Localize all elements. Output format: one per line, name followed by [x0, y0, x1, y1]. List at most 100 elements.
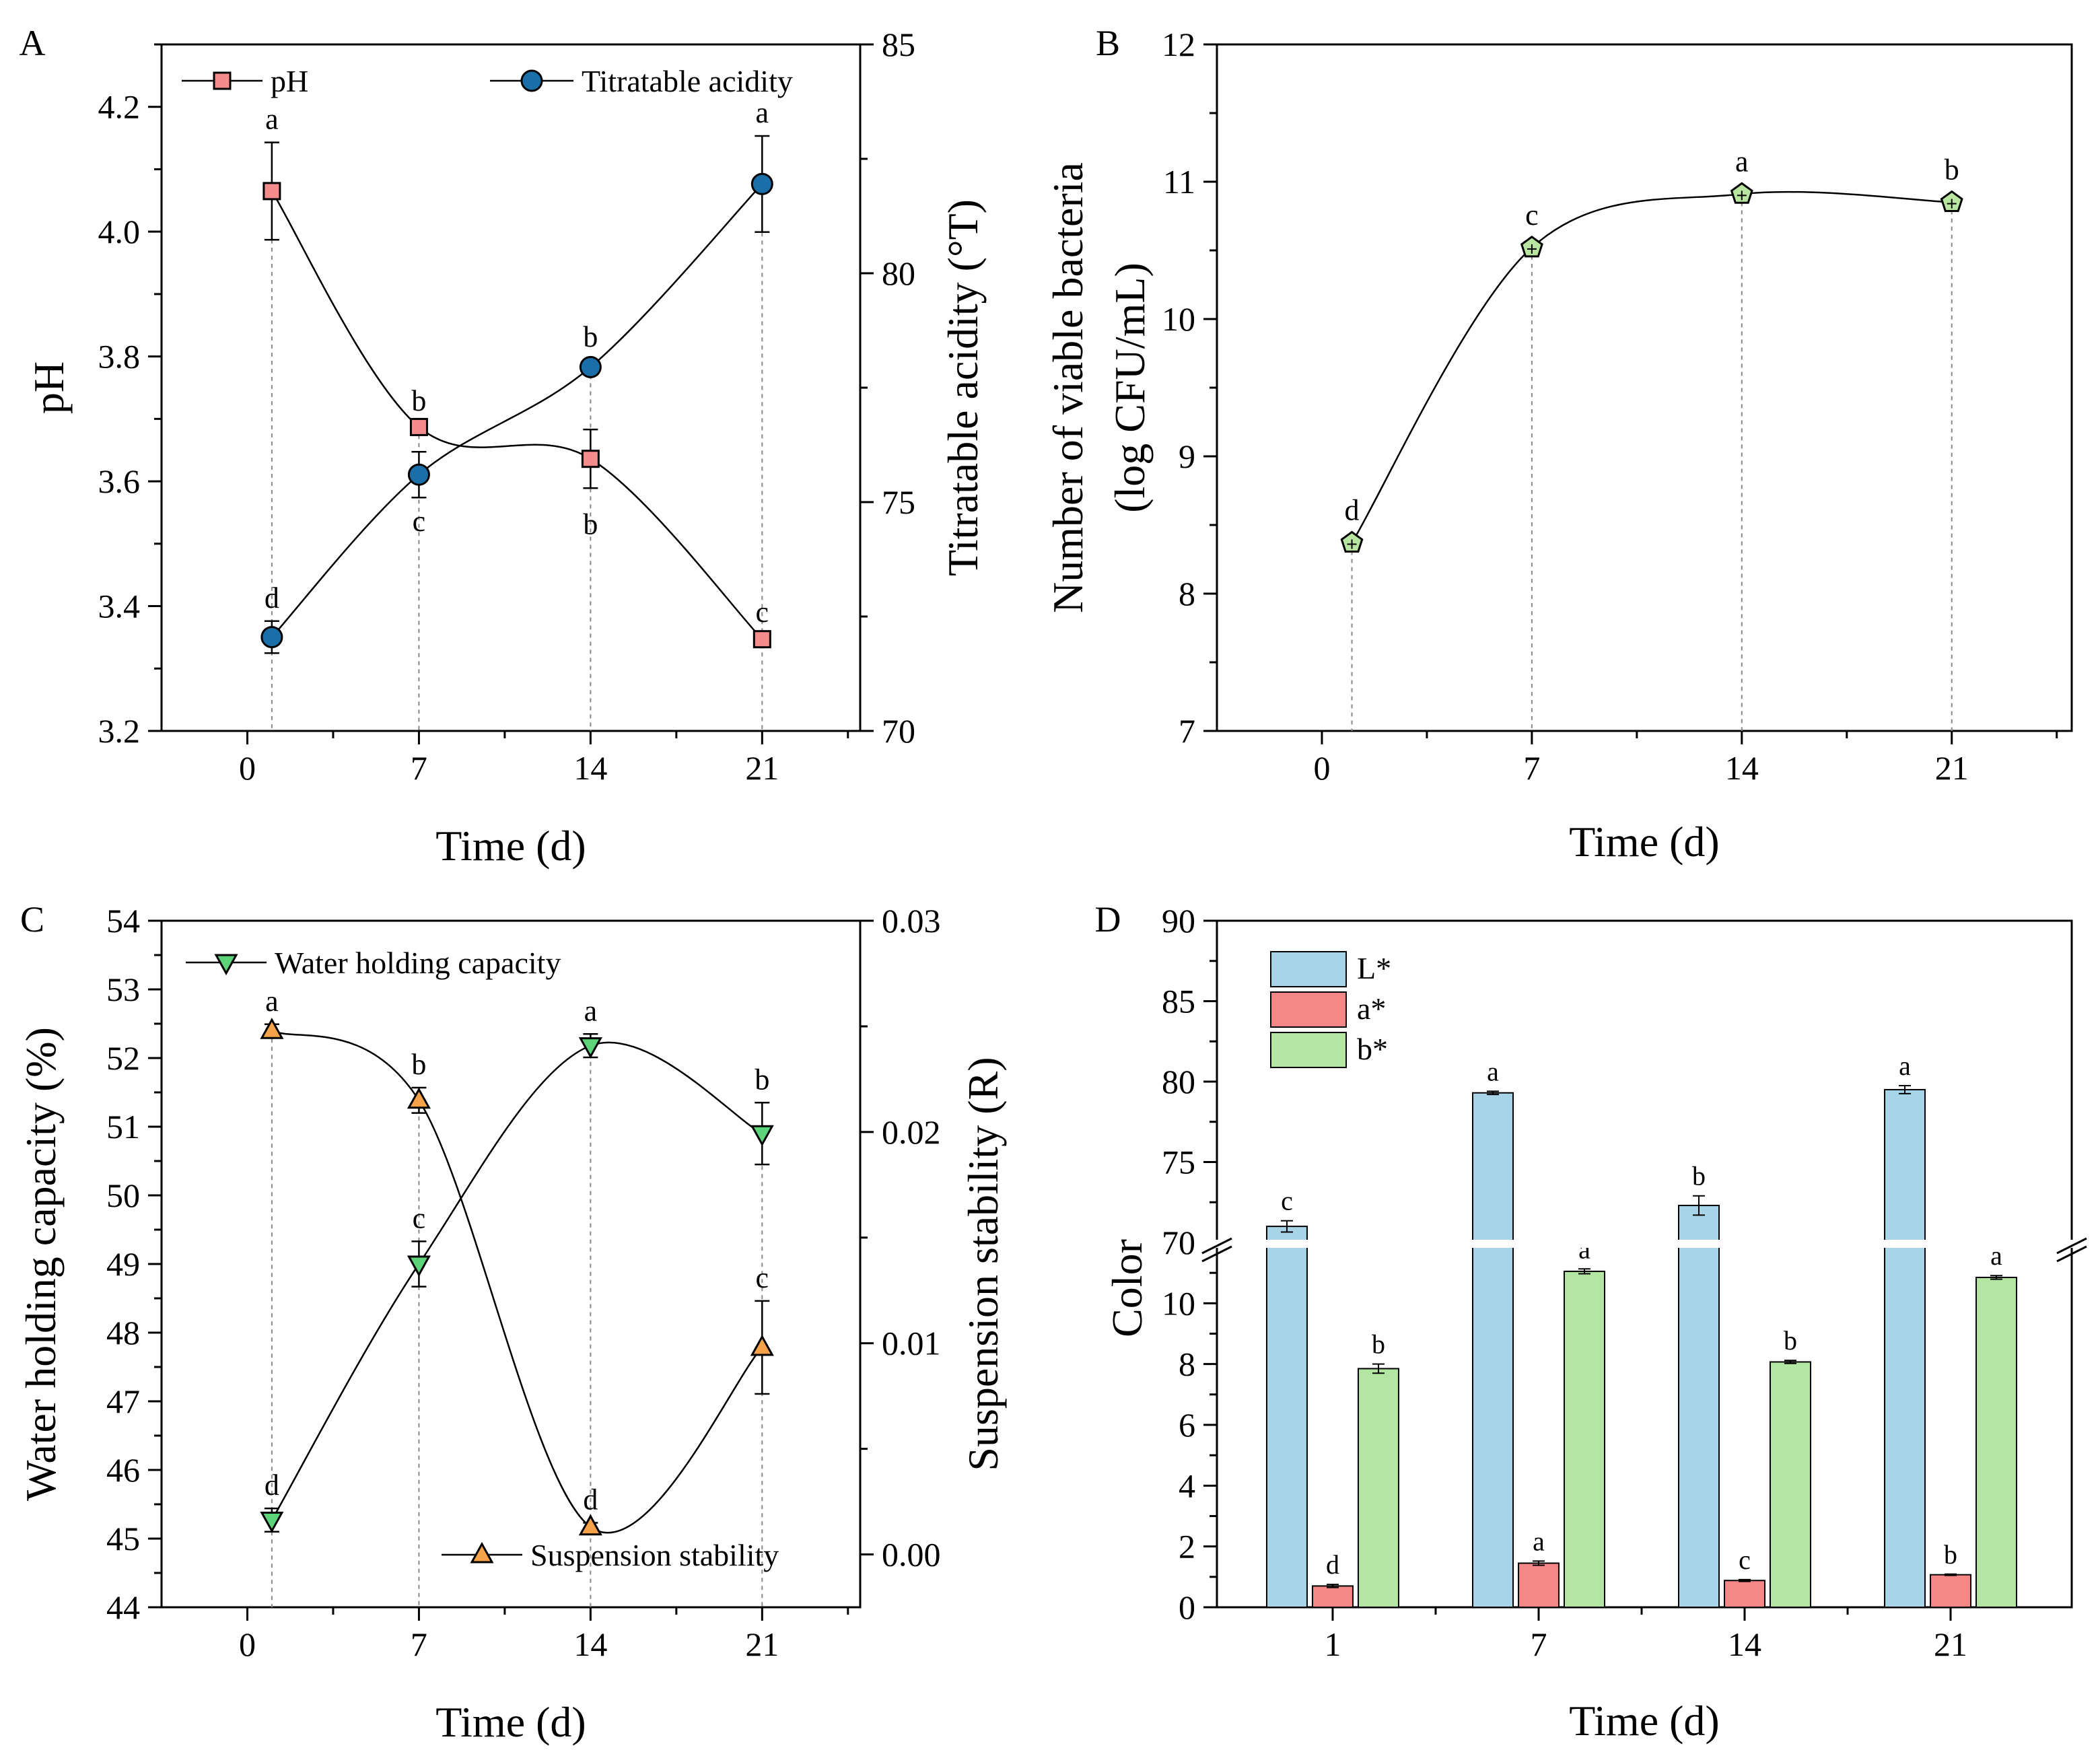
panel-a-ta-letter: d: [265, 582, 279, 614]
panel-d-break-mark-left: [1201, 1245, 1232, 1263]
panel-a-ta-point: [260, 626, 283, 649]
panel-a-ytick-label: 4.0: [98, 213, 141, 250]
panel-d-upper-ytick-label: 75: [1162, 1144, 1195, 1181]
panel-a-legend-ph-marker: [213, 71, 232, 90]
panel-d-lower-ytick-label: 0: [1179, 1588, 1195, 1626]
panel-a-y2label: Titratable acidity (°T): [939, 199, 987, 576]
panel-a-ta-point: [750, 172, 773, 195]
panel-b-letter-label: c: [1525, 199, 1539, 232]
panel-d-bar-a-star: [1930, 1574, 1972, 1608]
panel-a-ta-letter: b: [583, 320, 598, 353]
panel-c-letter: C: [20, 899, 44, 940]
panel-d-legend-label: a*: [1357, 991, 1386, 1026]
panel-d-bar-b-star: [1770, 1361, 1812, 1608]
panel-c-ytick-label: 51: [106, 1108, 140, 1146]
panel-d-letter-label: a: [1899, 1051, 1911, 1081]
panel-d-bar-a-star: [1724, 1580, 1766, 1609]
panel-b-xlabel: Time (d): [1569, 818, 1719, 866]
panel-c-ytick-label: 47: [106, 1382, 140, 1420]
panel-c-whc-letter: a: [584, 994, 598, 1027]
panel-a-ta-point: [579, 355, 602, 378]
panel-b-frame: [1216, 43, 2073, 732]
panel-c-ytick-label: 48: [106, 1314, 140, 1351]
panel-d-xtick-label: 21: [1934, 1625, 1967, 1663]
panel-c-ytick-label: 54: [106, 902, 140, 940]
panel-c-whc-point: [750, 1125, 774, 1147]
panel-a-ytick-label: 3.2: [98, 712, 141, 750]
panel-a-ytick-label: 3.4: [98, 588, 141, 625]
panel-d-lower-ytick-label: 4: [1179, 1467, 1195, 1504]
panel-c-ytick-label: 45: [106, 1520, 140, 1557]
panel-a-ta-point: [407, 463, 430, 486]
panel-c-xtick-label: 7: [411, 1625, 427, 1663]
panel-c-legend-ss-label: Suspension stability: [530, 1538, 779, 1572]
panel-a-ph-curve: [271, 190, 763, 640]
panel-d-letter: D: [1095, 899, 1121, 940]
panel-d-letter-label: a: [1990, 1240, 2002, 1271]
panel-b-xtick-label: 0: [1313, 749, 1330, 787]
panel-b-letter-label: a: [1735, 145, 1749, 178]
panel-c-ytick-label: 44: [106, 1588, 140, 1626]
panel-c-whc-letter: d: [265, 1469, 279, 1502]
panel-c-whc-letter: b: [755, 1063, 769, 1096]
panel-a-ta-curve: [271, 183, 763, 638]
panel-c-ytick-label: 53: [106, 971, 140, 1008]
panel-b-ylabel: Number of viable bacteria: [1044, 162, 1092, 613]
panel-d-bar-a-star: [1517, 1562, 1560, 1608]
panel-a-ytick-label: 3.8: [98, 338, 141, 376]
panel-b-curve: [1351, 190, 1952, 544]
panel-c-y2label: Suspension stability (R): [959, 1057, 1007, 1471]
panel-d-letter-label: b: [1784, 1325, 1797, 1356]
panel-d-xtick-label: 14: [1728, 1625, 1761, 1663]
panel-c-whc-point: [578, 1037, 602, 1059]
panel-c-whc-point: [260, 1511, 284, 1533]
panel-a-y2tick-label: 85: [882, 26, 915, 63]
panel-a-ytick-label: 3.6: [98, 462, 141, 500]
panel-b-ytick-label: 9: [1179, 437, 1195, 475]
panel-a-ph-letter: a: [265, 103, 279, 136]
panel-a-ph-letter: c: [756, 596, 769, 629]
panel-d-upper-ytick-label: 80: [1162, 1063, 1195, 1100]
panel-c-y2tick-label: 0.00: [882, 1536, 941, 1574]
panel-d-letter-label: a: [1578, 1234, 1590, 1264]
panel-a-ph-point: [753, 630, 771, 649]
panel-b: B 0 7 14 21 7 8 9 10 11 12 Time (d) Number of viable…: [1044, 23, 2073, 866]
panel-d-legend-swatch: [1270, 951, 1347, 987]
panel-d-legend-label: b*: [1357, 1032, 1388, 1066]
panel-c-whc-curve: [271, 1041, 763, 1521]
panel-d-lower-ytick-label: 8: [1179, 1345, 1195, 1383]
panel-c-xtick-label: 21: [745, 1625, 779, 1663]
panel-c-xtick-label: 14: [573, 1625, 607, 1663]
panel-c-y2tick-label: 0.02: [882, 1113, 941, 1151]
panel-d-legend-swatch: [1270, 991, 1347, 1028]
panel-b-ytick-label: 11: [1163, 163, 1195, 201]
panel-c-y2tick-label: 0.03: [882, 902, 941, 940]
panel-a-ph-letter: b: [411, 384, 426, 417]
panel-a-ta-letter: c: [413, 505, 426, 538]
panel-d-axis-break: [1197, 1240, 2092, 1248]
panel-c-ss-curve: [271, 1030, 763, 1534]
panel-a-ylabel: pH: [25, 361, 73, 414]
panel-d-letter-label: b: [1372, 1329, 1385, 1360]
panel-c: C 0 7 14 21 44 45 46 47 48 49 50 51 52 53 54 0.00 0.01 0.0…: [17, 899, 1007, 1746]
panel-d-break-mark-right: [2056, 1245, 2087, 1263]
panel-d-legend-label: L*: [1357, 951, 1391, 985]
panel-d: D 0 2 4 6 8 10 70 75 80 85 90 1 7 14 21 Time (d) Color c a b…: [1095, 899, 2092, 1745]
panel-d-xlabel: Time (d): [1569, 1697, 1719, 1745]
panel-a-legend-ta-marker: [520, 69, 543, 92]
panel-d-xtick-label: 7: [1530, 1625, 1547, 1663]
panel-c-ytick-label: 52: [106, 1039, 140, 1077]
panel-b-ytick-label: 10: [1162, 300, 1195, 338]
panel-d-frame: [1216, 919, 2073, 1609]
panel-d-letter-label: d: [1326, 1549, 1339, 1580]
panel-b-xtick-label: 7: [1523, 749, 1540, 787]
panel-d-legend-swatch: [1270, 1032, 1347, 1068]
panel-a-xtick-label: 0: [239, 749, 256, 787]
panel-c-ylabel: Water holding capacity (%): [17, 1027, 65, 1501]
panel-d-letter-label: b: [1692, 1161, 1706, 1191]
panel-a-letter: A: [20, 23, 46, 63]
panel-a-xtick-label: 14: [573, 749, 607, 787]
panel-d-upper-ytick-label: 90: [1162, 902, 1195, 940]
panel-a-xlabel: Time (d): [435, 822, 586, 870]
